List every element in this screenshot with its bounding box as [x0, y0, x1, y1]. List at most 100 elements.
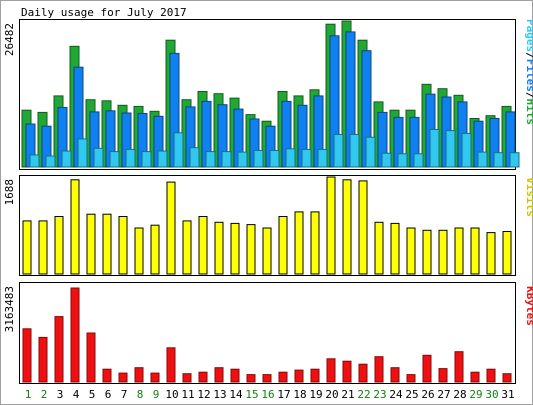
visits-bar-day-2 — [38, 220, 48, 275]
day-label-2: 2 — [41, 388, 48, 401]
kbytes-bar-day-4 — [70, 287, 80, 383]
pages-bar-day-4 — [77, 138, 88, 168]
day-label-8: 8 — [137, 388, 144, 401]
day-label-10: 10 — [165, 388, 178, 401]
kbytes-bar-day-14 — [230, 368, 240, 383]
side-label-kbytes: KBytes — [524, 286, 533, 326]
kbytes-bar-day-7 — [118, 372, 128, 383]
pages-bar-day-12 — [205, 151, 216, 168]
kbytes-bar-day-3 — [54, 316, 64, 383]
kbytes-bar-day-18 — [294, 369, 304, 383]
kbytes-bar-day-11 — [182, 373, 192, 383]
visits-bar-day-3 — [54, 216, 64, 275]
day-label-15: 15 — [245, 388, 258, 401]
pages-bar-day-17 — [285, 148, 296, 168]
pages-bar-day-13 — [221, 151, 232, 168]
pages-bar-day-27 — [445, 130, 456, 168]
pages-bar-day-21 — [349, 134, 360, 168]
pages-bar-day-3 — [61, 150, 72, 168]
visits-bar-day-17 — [278, 216, 288, 275]
day-label-22: 22 — [357, 388, 370, 401]
kbytes-bar-day-10 — [166, 347, 176, 383]
visits-bar-day-7 — [118, 216, 128, 275]
pages-bar-day-20 — [333, 134, 344, 168]
day-label-31: 31 — [501, 388, 514, 401]
visits-panel-bars — [22, 176, 512, 275]
pages-bar-day-29 — [477, 151, 488, 168]
day-label-17: 17 — [277, 388, 290, 401]
side-label-sep-2: / — [524, 92, 533, 99]
kbytes-bar-day-27 — [438, 368, 448, 383]
day-label-16: 16 — [261, 388, 274, 401]
day-label-6: 6 — [105, 388, 112, 401]
side-label-hits: Hits — [524, 99, 533, 126]
pages-bar-day-10 — [173, 132, 184, 168]
pages-bar-day-28 — [461, 132, 472, 168]
day-label-5: 5 — [89, 388, 96, 401]
side-label-visits: Visits — [524, 177, 533, 217]
day-label-7: 7 — [121, 388, 128, 401]
kbytes-bar-day-16 — [262, 374, 272, 383]
pages-bar-day-1 — [29, 154, 40, 168]
visits-bar-day-12 — [198, 216, 208, 275]
visits-bar-day-14 — [230, 222, 240, 275]
hits-ymax-label: 26482 — [3, 23, 16, 56]
kbytes-bar-day-15 — [246, 374, 256, 383]
kbytes-bar-day-28 — [454, 351, 464, 383]
visits-bar-day-28 — [454, 227, 464, 275]
kbytes-bar-day-9 — [150, 372, 160, 383]
day-label-25: 25 — [405, 388, 418, 401]
day-label-21: 21 — [341, 388, 354, 401]
pages-bar-day-26 — [429, 129, 440, 168]
kbytes-bar-day-31 — [502, 373, 512, 383]
pages-bar-day-31 — [509, 152, 520, 168]
visits-bar-day-19 — [310, 211, 320, 275]
pages-bar-day-16 — [269, 150, 280, 168]
hits-side-label: Pages/Files/Hits — [524, 19, 533, 125]
kbytes-bar-day-12 — [198, 371, 208, 383]
visits-bar-day-31 — [502, 231, 512, 275]
kbytes-bar-day-8 — [134, 367, 144, 383]
visits-bar-day-15 — [246, 224, 256, 275]
visits-bar-day-6 — [102, 213, 112, 275]
panel-frame-hits — [19, 19, 516, 170]
pages-bar-day-2 — [45, 155, 56, 168]
pages-bar-day-22 — [365, 136, 376, 168]
day-label-26: 26 — [421, 388, 434, 401]
hits-panel-bars — [21, 20, 520, 168]
side-label-pages: Pages — [524, 19, 533, 52]
visits-bar-day-18 — [294, 211, 304, 275]
visits-bar-day-21 — [342, 179, 352, 275]
visits-bar-day-22 — [358, 180, 368, 275]
day-label-13: 13 — [213, 388, 226, 401]
pages-bar-day-8 — [141, 151, 152, 168]
visits-bar-day-9 — [150, 224, 160, 275]
day-label-24: 24 — [389, 388, 403, 401]
pages-bar-day-9 — [157, 150, 168, 168]
day-label-4: 4 — [73, 388, 80, 401]
visits-bar-day-10 — [166, 181, 176, 275]
pages-bar-day-11 — [189, 147, 200, 168]
day-label-27: 27 — [437, 388, 450, 401]
day-label-11: 11 — [181, 388, 194, 401]
day-label-19: 19 — [309, 388, 322, 401]
visits-bar-day-23 — [374, 221, 384, 275]
pages-bar-day-6 — [109, 151, 120, 168]
day-labels: 1 2 3 4 5 6 7 8 9 10 11 12 13 14 15 16 17 18 19 20 21 22 23 24 2… — [25, 388, 515, 401]
pages-bar-day-7 — [125, 148, 136, 168]
pages-bar-day-18 — [301, 148, 312, 168]
side-label-sep-1: / — [524, 52, 533, 59]
visits-bar-day-1 — [22, 220, 32, 275]
visits-bar-day-4 — [70, 179, 80, 275]
kbytes-bar-day-22 — [358, 363, 368, 383]
kbytes-ymax-label: 3163483 — [3, 286, 16, 332]
panel-frame-visits — [19, 175, 516, 276]
kbytes-bar-day-17 — [278, 371, 288, 383]
day-label-28: 28 — [453, 388, 466, 401]
kbytes-bar-day-25 — [406, 374, 416, 383]
chart-title: Daily usage for July 2017 — [21, 6, 187, 19]
day-label-18: 18 — [293, 388, 306, 401]
visits-bar-day-8 — [134, 227, 144, 275]
panel-frame-kbytes — [19, 282, 516, 384]
